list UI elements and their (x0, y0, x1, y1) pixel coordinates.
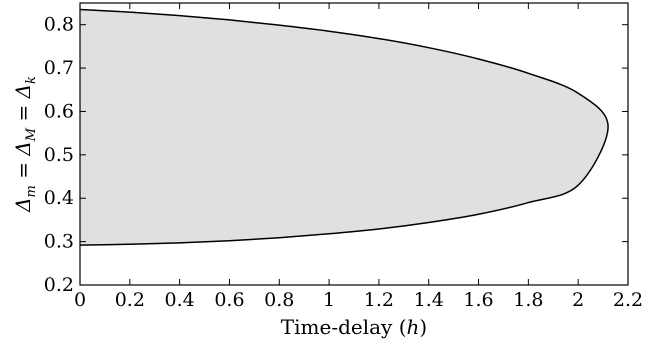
x-axis: 0 0.2 0.4 0.6 0.8 1 1.2 1.4 1.6 1.8 2 2.2 (74, 3, 643, 311)
x-tick-label: 1.8 (513, 289, 543, 311)
x-tick-label: 1.4 (414, 289, 444, 311)
y-axis: 0.2 0.3 0.4 0.5 0.6 0.7 0.8 (44, 14, 628, 296)
y-tick-label: 0.4 (44, 187, 74, 209)
x-tick-label: 0.8 (264, 289, 294, 311)
x-tick-label: 1.6 (463, 289, 493, 311)
x-tick-label: 2.2 (613, 289, 643, 311)
x-tick-label: 0.4 (165, 289, 195, 311)
y-tick-label: 0.7 (44, 57, 74, 79)
y-axis-label: Δm = ΔM = Δk (11, 76, 39, 213)
x-axis-label: Time-delay (h) (281, 315, 427, 339)
plot-frame (79, 2, 629, 286)
x-tick-label: 1.2 (364, 289, 394, 311)
y-tick-label: 0.2 (44, 274, 74, 296)
stable-region-boundary (79, 8, 609, 246)
y-tick-label: 0.3 (44, 231, 74, 253)
x-tick-label: 0.6 (214, 289, 244, 311)
x-tick-label: 0 (74, 289, 86, 311)
y-tick-label: 0.6 (44, 100, 74, 122)
x-tick-label: 1 (323, 289, 335, 311)
y-tick-label: 0.5 (44, 144, 74, 166)
x-tick-label: 0.2 (115, 289, 145, 311)
stable-region-fill (80, 9, 609, 246)
y-tick-label: 0.8 (44, 14, 74, 36)
x-tick-label: 2 (572, 289, 584, 311)
